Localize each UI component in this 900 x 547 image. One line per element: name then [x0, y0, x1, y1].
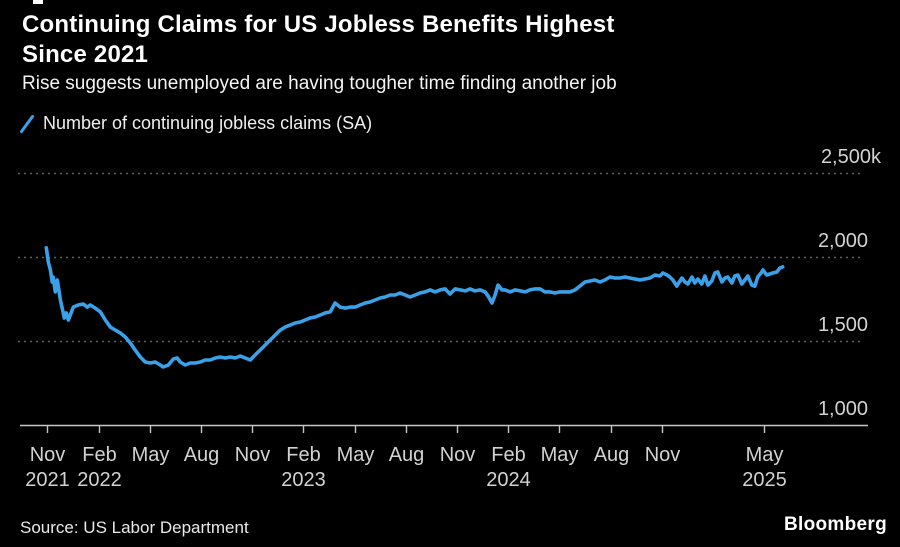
gridlines — [18, 172, 862, 343]
chart-title-line1: Continuing Claims for US Jobless Benefit… — [22, 11, 615, 38]
y-tick-label: 2,500k — [821, 146, 882, 168]
x-tick-month-label: Nov — [440, 444, 476, 466]
legend-label: Number of continuing jobless claims (SA) — [43, 113, 373, 133]
x-tick-month-label: Aug — [389, 444, 425, 466]
x-tick-year-label: 2021 — [25, 469, 70, 491]
x-tick-year-label: 2022 — [77, 469, 122, 491]
x-tick-month-label: Feb — [82, 444, 116, 466]
chart-title: Continuing Claims for US Jobless Benefit… — [22, 10, 872, 70]
x-tick-month-label: May — [337, 444, 375, 466]
x-tick-month-label: Feb — [491, 444, 525, 466]
x-tick-month-label: May — [541, 444, 579, 466]
y-axis-labels: 2,500k 2,000 1,500 1,000 — [818, 146, 882, 420]
x-tick-month-label: Feb — [286, 444, 320, 466]
chart-subtitle: Rise suggests unemployed are having toug… — [22, 73, 617, 94]
x-tick-month-label: May — [746, 444, 784, 466]
bloomberg-logo: Bloomberg — [784, 514, 887, 535]
x-tick-month-label: May — [132, 444, 170, 466]
chart-title-line2: Since 2021 — [22, 41, 149, 68]
x-tick-year-label: 2023 — [281, 469, 326, 491]
y-tick-label: 1,500 — [818, 314, 868, 336]
x-axis — [20, 424, 868, 433]
x-tick-month-label: Nov — [235, 444, 271, 466]
x-tick-month-label: Aug — [184, 444, 220, 466]
legend: Number of continuing jobless claims (SA) — [20, 113, 372, 134]
x-tick-month-label: Nov — [30, 444, 66, 466]
y-tick-label: 1,000 — [818, 398, 868, 420]
x-tick-month-label: Aug — [594, 444, 630, 466]
legend-slash-icon — [20, 114, 34, 133]
x-tick-year-label: 2025 — [742, 469, 787, 491]
y-tick-label: 2,000 — [818, 230, 868, 252]
claims-line-series — [44, 246, 785, 369]
screen-edge-artifact — [33, 0, 43, 4]
x-axis-labels: Nov 2021 Feb 2022 May Aug Nov Feb 2023 May Aug Nov F… — [25, 444, 787, 491]
x-tick-year-label: 2024 — [486, 469, 531, 491]
source-note: Source: US Labor Department — [20, 518, 249, 537]
x-tick-month-label: Nov — [645, 444, 681, 466]
